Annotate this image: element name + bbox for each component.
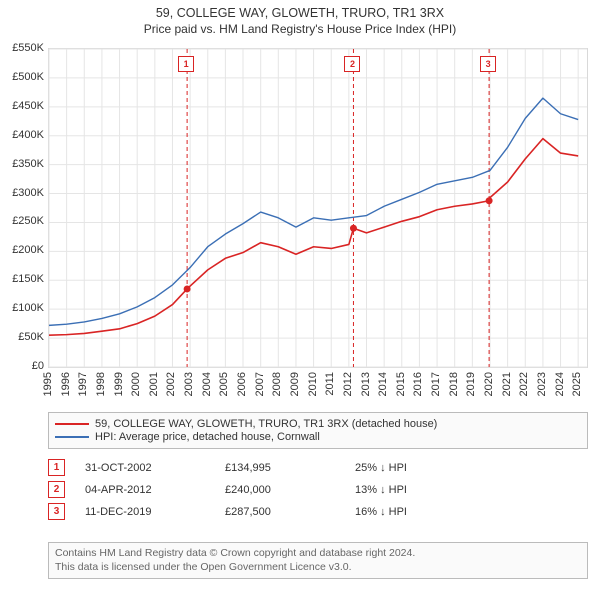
x-tick-label: 2006 bbox=[236, 372, 248, 396]
x-tick-label: 1995 bbox=[42, 372, 54, 396]
y-tick-label: £50K bbox=[18, 331, 44, 343]
x-tick-label: 2015 bbox=[395, 372, 407, 396]
x-tick-label: 1997 bbox=[77, 372, 89, 396]
event-marker: 3 bbox=[480, 56, 496, 72]
event-number-box: 1 bbox=[48, 459, 65, 476]
x-tick-label: 2001 bbox=[148, 372, 160, 396]
y-tick-label: £0 bbox=[32, 360, 44, 372]
x-tick-label: 2008 bbox=[271, 372, 283, 396]
x-tick-label: 1996 bbox=[60, 372, 72, 396]
event-marker: 2 bbox=[344, 56, 360, 72]
event-date: 31-OCT-2002 bbox=[85, 462, 225, 474]
license-line-2: This data is licensed under the Open Gov… bbox=[55, 561, 581, 575]
y-tick-label: £550K bbox=[12, 42, 44, 54]
x-tick-label: 2020 bbox=[483, 372, 495, 396]
x-tick-label: 2024 bbox=[554, 372, 566, 396]
x-tick-label: 2003 bbox=[183, 372, 195, 396]
title-line-1: 59, COLLEGE WAY, GLOWETH, TRURO, TR1 3RX bbox=[0, 6, 600, 22]
x-tick-label: 2000 bbox=[130, 372, 142, 396]
license-line-1: Contains HM Land Registry data © Crown c… bbox=[55, 547, 581, 561]
y-tick-label: £200K bbox=[12, 244, 44, 256]
event-row: 1 31-OCT-2002£134,99525% ↓ HPI bbox=[48, 459, 588, 476]
event-price: £287,500 bbox=[225, 506, 355, 518]
event-delta: 25% ↓ HPI bbox=[355, 462, 495, 474]
y-tick-label: £100K bbox=[12, 302, 44, 314]
events-table: 1 31-OCT-2002£134,99525% ↓ HPI 2 04-APR-201… bbox=[48, 454, 588, 525]
y-tick-label: £250K bbox=[12, 215, 44, 227]
x-tick-label: 1998 bbox=[95, 372, 107, 396]
x-tick-label: 2016 bbox=[412, 372, 424, 396]
x-tick-label: 2010 bbox=[307, 372, 319, 396]
event-price: £240,000 bbox=[225, 484, 355, 496]
x-tick-label: 2017 bbox=[430, 372, 442, 396]
event-delta: 16% ↓ HPI bbox=[355, 506, 495, 518]
y-tick-label: £400K bbox=[12, 129, 44, 141]
legend-label-hpi: HPI: Average price, detached house, Corn… bbox=[95, 431, 320, 443]
chart-title: 59, COLLEGE WAY, GLOWETH, TRURO, TR1 3RX… bbox=[0, 0, 600, 37]
x-tick-label: 2009 bbox=[289, 372, 301, 396]
y-tick-label: £350K bbox=[12, 158, 44, 170]
y-tick-label: £450K bbox=[12, 100, 44, 112]
chart-container: { "title": { "line1": "59, COLLEGE WAY, … bbox=[0, 0, 600, 590]
y-tick-label: £500K bbox=[12, 71, 44, 83]
x-tick-label: 2014 bbox=[377, 372, 389, 396]
x-tick-label: 2012 bbox=[342, 372, 354, 396]
legend-swatch-property bbox=[55, 423, 89, 425]
x-tick-label: 2007 bbox=[254, 372, 266, 396]
x-tick-label: 2022 bbox=[518, 372, 530, 396]
legend-item-property: 59, COLLEGE WAY, GLOWETH, TRURO, TR1 3RX… bbox=[55, 418, 581, 430]
title-line-2: Price paid vs. HM Land Registry's House … bbox=[0, 22, 600, 37]
chart-svg bbox=[49, 49, 587, 367]
y-tick-label: £150K bbox=[12, 273, 44, 285]
legend-item-hpi: HPI: Average price, detached house, Corn… bbox=[55, 431, 581, 443]
x-tick-label: 1999 bbox=[113, 372, 125, 396]
x-tick-label: 2013 bbox=[360, 372, 372, 396]
x-tick-label: 2023 bbox=[536, 372, 548, 396]
event-row: 3 11-DEC-2019£287,50016% ↓ HPI bbox=[48, 503, 588, 520]
event-delta: 13% ↓ HPI bbox=[355, 484, 495, 496]
x-tick-label: 2004 bbox=[201, 372, 213, 396]
event-price: £134,995 bbox=[225, 462, 355, 474]
event-marker: 1 bbox=[178, 56, 194, 72]
event-number-box: 2 bbox=[48, 481, 65, 498]
x-tick-label: 2011 bbox=[324, 372, 336, 396]
event-date: 11-DEC-2019 bbox=[85, 506, 225, 518]
plot-area bbox=[48, 48, 588, 368]
x-tick-label: 2018 bbox=[448, 372, 460, 396]
x-tick-label: 2019 bbox=[465, 372, 477, 396]
x-tick-label: 2021 bbox=[501, 372, 513, 396]
license-box: Contains HM Land Registry data © Crown c… bbox=[48, 542, 588, 579]
legend-label-property: 59, COLLEGE WAY, GLOWETH, TRURO, TR1 3RX… bbox=[95, 418, 437, 430]
legend-swatch-hpi bbox=[55, 436, 89, 438]
event-number-box: 3 bbox=[48, 503, 65, 520]
event-date: 04-APR-2012 bbox=[85, 484, 225, 496]
x-tick-label: 2002 bbox=[165, 372, 177, 396]
legend: 59, COLLEGE WAY, GLOWETH, TRURO, TR1 3RX… bbox=[48, 412, 588, 449]
x-tick-label: 2025 bbox=[571, 372, 583, 396]
y-tick-label: £300K bbox=[12, 187, 44, 199]
event-row: 2 04-APR-2012£240,00013% ↓ HPI bbox=[48, 481, 588, 498]
x-tick-label: 2005 bbox=[218, 372, 230, 396]
